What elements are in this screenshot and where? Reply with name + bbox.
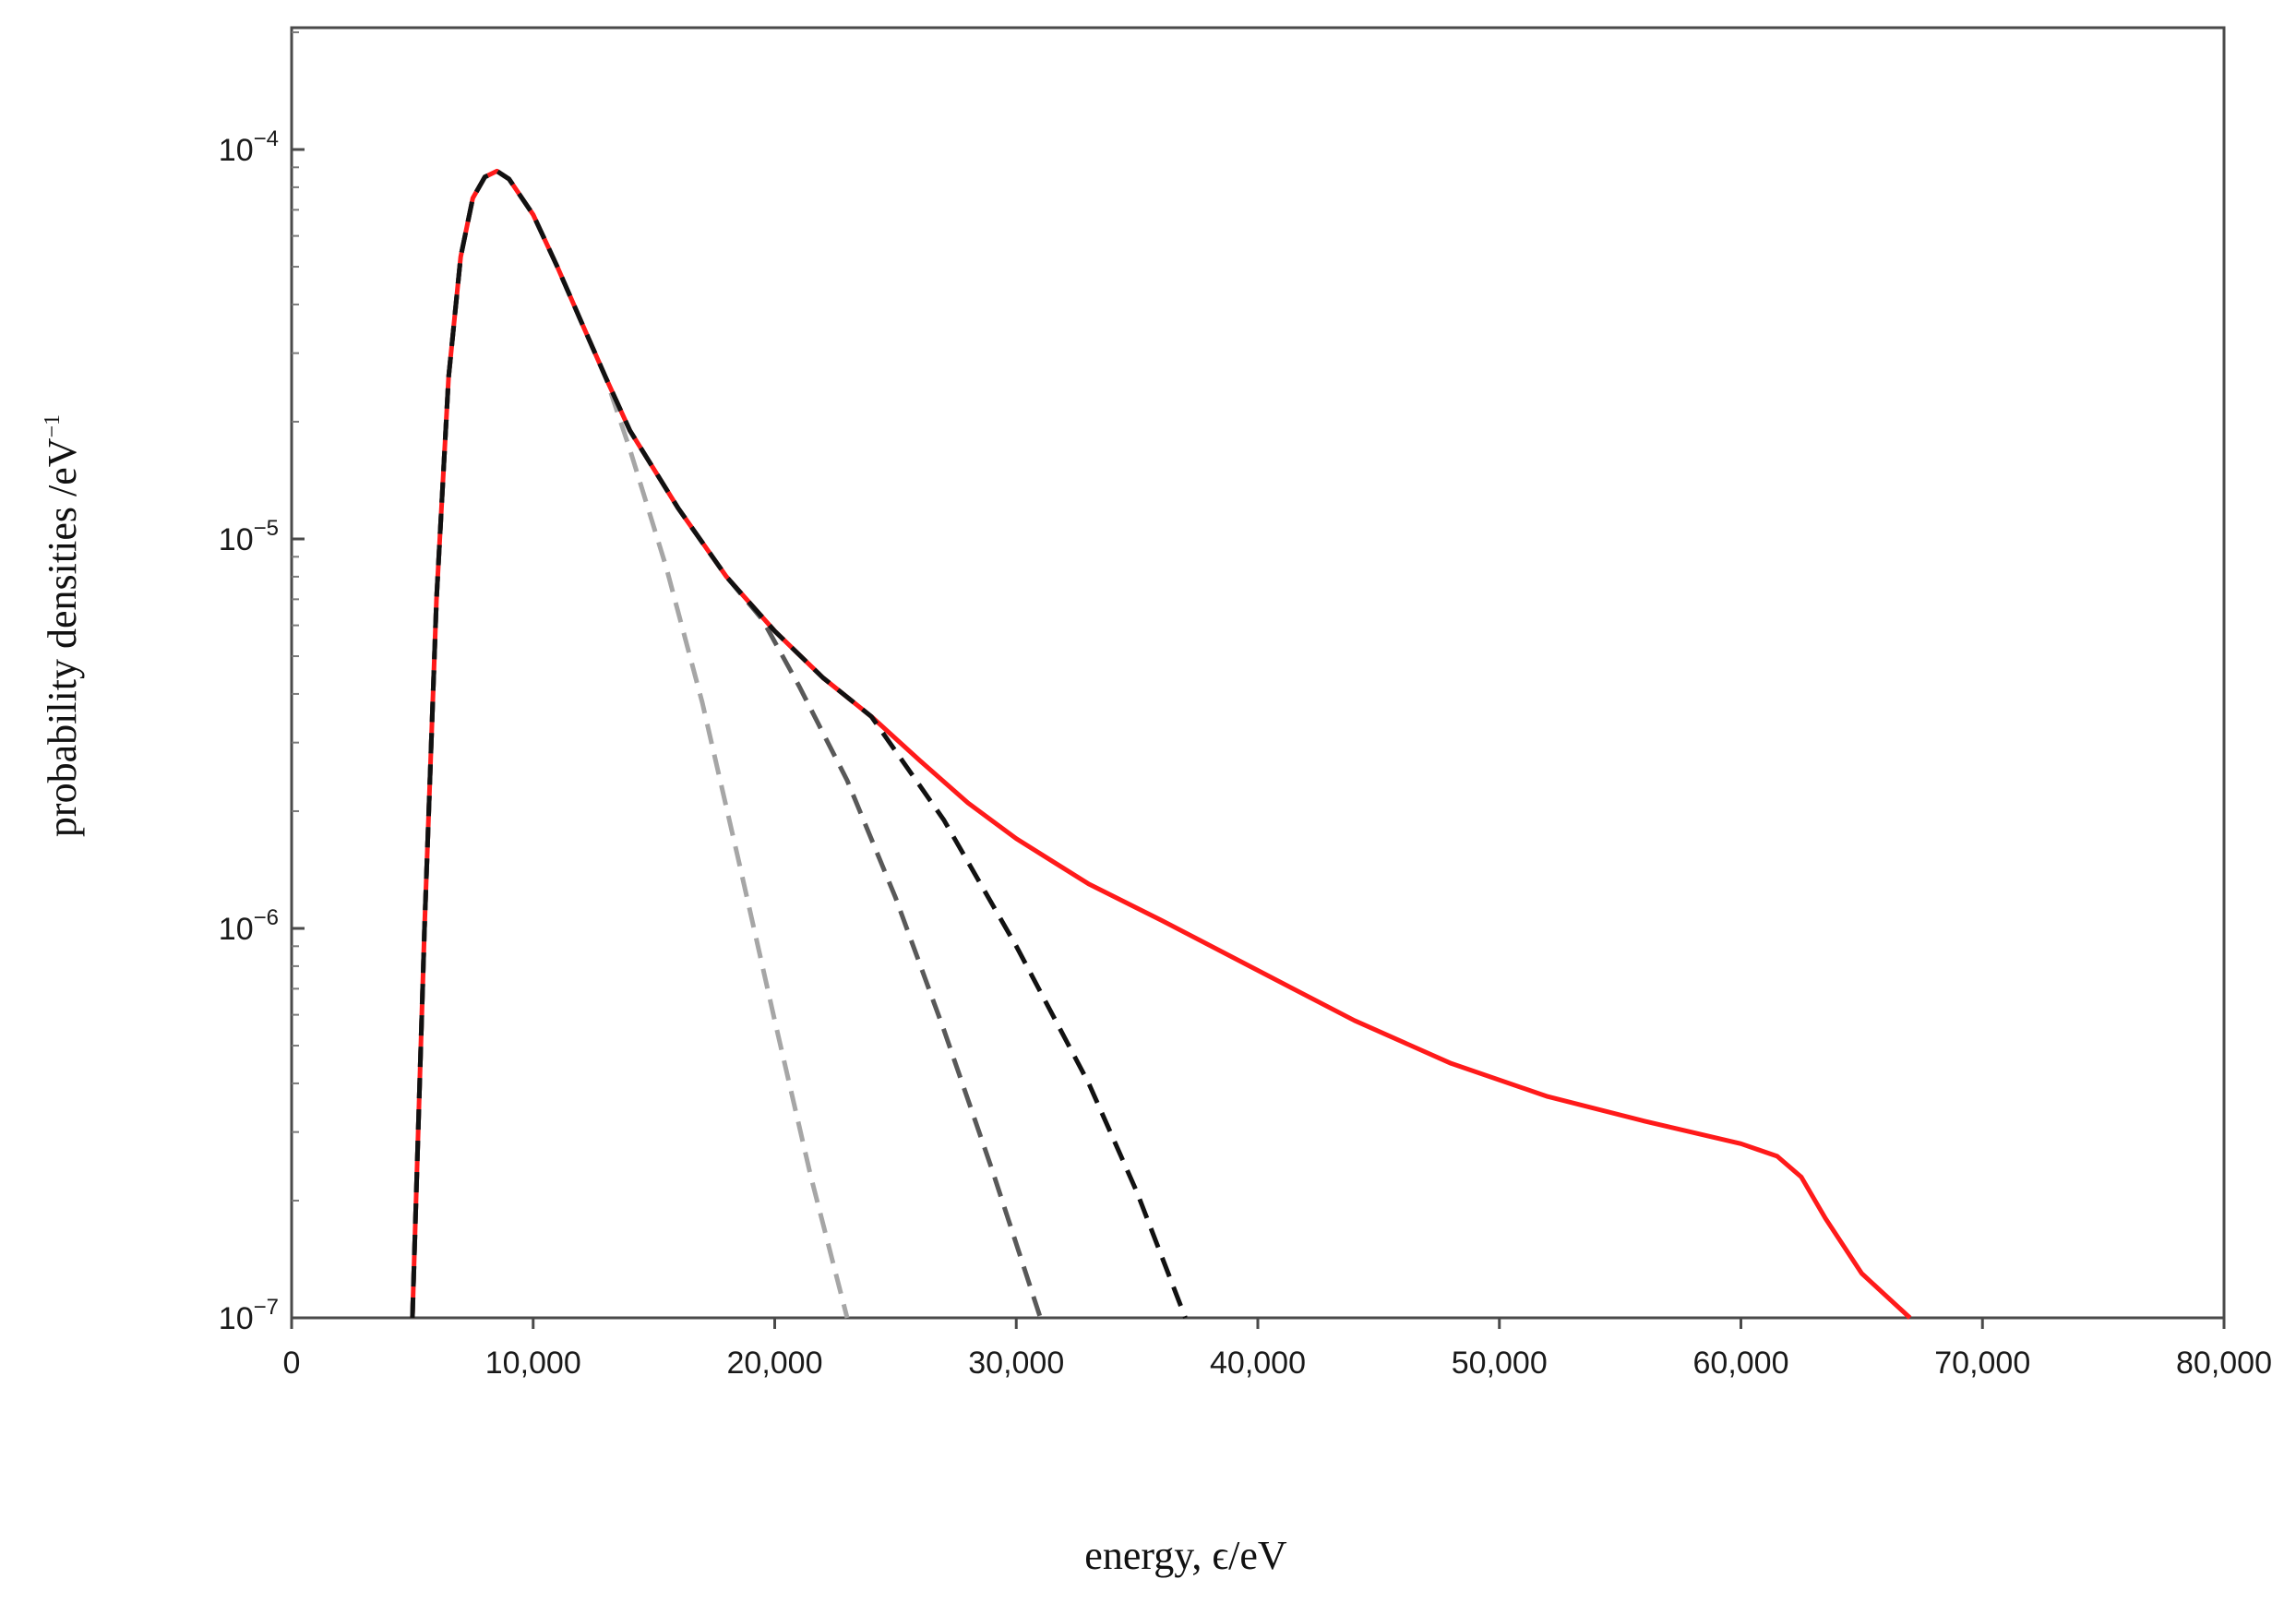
y-tick-label-exponent: −4: [254, 126, 279, 151]
y-tick-label: 10−7: [219, 1295, 279, 1336]
x-tick-label: 60,000: [1693, 1346, 1789, 1381]
y-axis-ticks: 10−710−610−510−4: [219, 126, 305, 1336]
x-tick-label: 70,000: [1934, 1346, 2030, 1381]
y-axis-title-exponent: −1: [41, 414, 65, 438]
y-minor-ticks: [292, 30, 299, 1202]
y-tick-label-exponent: −6: [254, 905, 279, 930]
y-tick-label-base: 10: [219, 133, 254, 168]
x-tick-label: 80,000: [2176, 1346, 2272, 1381]
x-tick-label: 40,000: [1210, 1346, 1306, 1381]
x-tick-label: 10,000: [485, 1346, 581, 1381]
y-tick-label-base: 10: [219, 912, 254, 947]
x-tick-label: 30,000: [968, 1346, 1064, 1381]
y-tick-label: 10−5: [219, 516, 279, 557]
x-tick-label: 0: [283, 1346, 301, 1381]
y-tick-label-exponent: −5: [254, 516, 279, 541]
series-line-cutoff-3: [410, 168, 1188, 1319]
x-tick-label: 20,000: [727, 1346, 823, 1381]
y-tick-label: 10−6: [219, 905, 279, 947]
y-tick-label: 10−4: [219, 126, 279, 168]
y-tick-label-base: 10: [219, 1301, 254, 1336]
x-axis-ticks: 0 10,000 20,000 30,000 40,000 50,000 60,000 70,…: [283, 1318, 2272, 1381]
y-tick-label-exponent: −7: [254, 1295, 279, 1320]
y-tick-label-base: 10: [219, 522, 254, 557]
x-tick-label: 50,000: [1452, 1346, 1548, 1381]
plot-frame: [290, 26, 2226, 1320]
y-axis-title-text: probability densities /eV: [40, 437, 85, 837]
series-layer: [410, 168, 1912, 1320]
x-axis-title: energy, ϵ/eV: [1084, 1533, 1287, 1578]
y-axis-title: probability densities /eV−1: [40, 414, 85, 837]
